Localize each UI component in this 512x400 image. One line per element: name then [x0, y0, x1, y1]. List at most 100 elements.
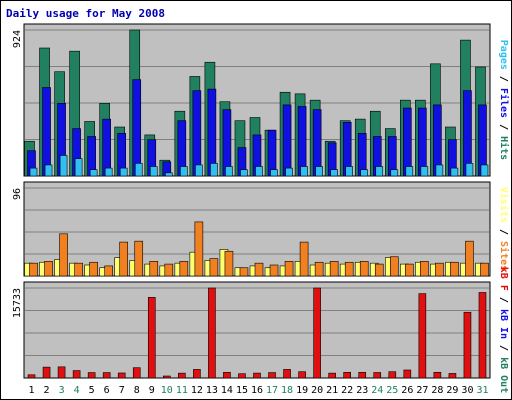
legend-entry: kB Out [498, 357, 509, 393]
legend-entry: kB In [498, 309, 509, 339]
bar-kb-f [163, 375, 171, 379]
y-max-label: 15733 [12, 288, 23, 318]
day-label: 13 [206, 385, 218, 396]
bar-sites [44, 261, 53, 277]
bar-files [297, 106, 307, 177]
bar-kb-f [433, 371, 442, 379]
legend-bottom: kB F / kB In / kB Out [498, 267, 509, 393]
legend-entry: kB F [498, 267, 509, 291]
day-label: 2 [44, 385, 50, 396]
bar-kb-f [102, 372, 111, 379]
day-label: 8 [134, 385, 140, 396]
bar-kb-f [87, 372, 96, 379]
bar-files [192, 90, 202, 177]
bar-pages [300, 166, 308, 177]
day-label: 22 [341, 385, 353, 396]
bar-sites [374, 263, 384, 277]
bar-pages [210, 163, 218, 177]
bar-pages [29, 167, 38, 177]
day-label: 5 [89, 385, 95, 396]
bar-files [207, 88, 217, 177]
bar-pages [390, 169, 399, 177]
legend-entry: Hits [498, 136, 510, 160]
bar-sites [269, 264, 279, 277]
bar-kb-f [268, 372, 276, 379]
bar-files [102, 118, 111, 177]
bar-kb-f [358, 371, 367, 379]
bar-kb-f [463, 311, 472, 379]
day-label: 26 [401, 385, 413, 396]
bar-files [132, 79, 142, 177]
day-label: 7 [119, 385, 125, 396]
panel-background [23, 281, 491, 379]
panel-visits-sites: 96 Visits / Sites [12, 181, 510, 277]
day-label: 1 [29, 385, 35, 396]
chart-title: Daily usage for May 2008 [6, 7, 165, 20]
bar-sites [254, 262, 264, 277]
bar-pages [435, 164, 444, 177]
day-label: 10 [161, 385, 173, 396]
bar-pages [315, 166, 323, 177]
bar-sites [359, 261, 369, 277]
bar-sites [284, 261, 294, 277]
bar-pages [255, 166, 263, 177]
legend-separator: / [498, 118, 509, 136]
bar-kb-f [403, 369, 412, 379]
bar-kb-f [448, 373, 457, 379]
bar-pages [59, 155, 68, 177]
bar-kb-f [328, 372, 336, 379]
bar-pages [330, 169, 338, 177]
legend-entry: Visits [498, 187, 510, 223]
bar-sites [465, 240, 474, 277]
bar-sites [29, 262, 38, 277]
bar-pages [345, 166, 353, 177]
bar-pages [285, 167, 293, 177]
bar-pages [450, 167, 459, 177]
bar-files [403, 107, 412, 177]
bar-files [282, 104, 292, 177]
day-label: 29 [446, 385, 458, 396]
bar-kb-f [223, 371, 231, 379]
bar-sites [299, 241, 309, 277]
bar-sites [344, 261, 354, 277]
x-axis-day-labels: 1 2 3 4 5 6 7 8 9 10 11 12 13 14 15 16 17 18 19 20 21 22 23 24 2… [29, 385, 489, 396]
bar-pages [89, 169, 98, 177]
bar-kb-f [373, 372, 382, 379]
bar-sites [329, 261, 339, 277]
bar-pages [360, 169, 369, 177]
legend-entry: Files [498, 88, 510, 118]
bar-kb-f [478, 292, 487, 379]
day-label: 9 [149, 385, 155, 396]
bar-sites [314, 261, 324, 277]
y-max-label: 924 [12, 30, 23, 48]
bar-sites [104, 265, 113, 277]
bar-pages [165, 172, 173, 177]
bar-pages [44, 164, 53, 177]
bar-sites [435, 262, 444, 277]
bar-sites [420, 261, 429, 277]
bar-pages [465, 163, 474, 177]
bar-pages [405, 166, 414, 177]
day-label: 30 [461, 385, 473, 396]
bar-sites [74, 262, 83, 277]
bar-kb-f [253, 372, 261, 379]
bar-kb-f [57, 366, 66, 379]
bar-kb-f [27, 374, 36, 379]
bar-kb-f [178, 372, 186, 379]
bar-pages [195, 164, 203, 177]
legend-top: Pages / Files / Hits [498, 40, 510, 160]
panel-kb-f-in-out: 15733 kB F / kB In / kB Out [12, 267, 509, 393]
bar-sites [209, 258, 219, 277]
bar-sites [149, 261, 159, 277]
bar-pages [240, 169, 248, 177]
bar-files [418, 107, 427, 177]
day-label: 15 [236, 385, 248, 396]
bar-kb-f [283, 369, 291, 379]
bar-sites [405, 263, 414, 277]
day-label: 31 [476, 385, 488, 396]
legend-entry: Pages [498, 40, 509, 70]
day-label: 4 [74, 385, 80, 396]
bar-kb-f [238, 373, 246, 379]
